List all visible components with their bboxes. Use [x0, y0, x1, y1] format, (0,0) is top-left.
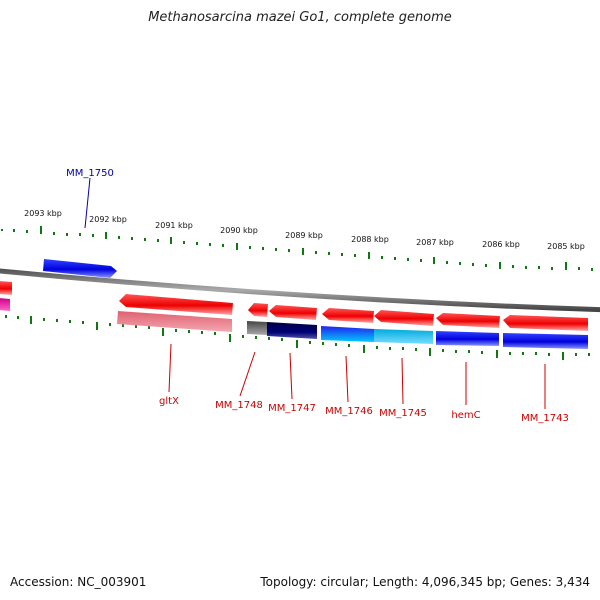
gene-MM_1746[interactable] [322, 308, 374, 323]
gene-fragment-left-red[interactable] [0, 281, 12, 295]
kbp-label-2088: 2088 kbp [351, 235, 389, 244]
kbp-label-2093: 2093 kbp [24, 209, 62, 218]
gene-fragment-left-magenta[interactable] [0, 298, 10, 311]
gene-label-MM_1745: MM_1745 [379, 408, 427, 419]
kbp-label-2085: 2085 kbp [547, 242, 585, 251]
kbp-label-2087: 2087 kbp [416, 238, 454, 247]
gene-label-MM_1750: MM_1750 [66, 168, 114, 179]
leader-MM_1748 [239, 351, 256, 397]
feature-MM_1747 [267, 322, 317, 339]
gene-label-gltX: gltX [159, 396, 179, 407]
gene-MM_1747[interactable] [269, 305, 317, 320]
genome-title: Methanosarcina mazei Go1, complete genom… [148, 10, 452, 25]
leader-MM_1745 [401, 357, 404, 405]
feature-MM_1748 [247, 321, 267, 335]
gene-label-MM_1743: MM_1743 [521, 413, 569, 424]
gene-label-MM_1746: MM_1746 [325, 406, 373, 417]
gene-label-MM_1747: MM_1747 [268, 403, 316, 414]
gene-label-hemC: hemC [451, 410, 480, 421]
feature-MM_1743 [503, 333, 588, 349]
gene-MM_1750[interactable] [43, 259, 117, 278]
kbp-label-2089: 2089 kbp [285, 231, 323, 240]
leader-MM_1750 [84, 177, 91, 229]
gene-hemC[interactable] [436, 313, 500, 328]
genome-backbone [0, 268, 600, 313]
gene-MM_1748[interactable] [248, 303, 268, 317]
leader-MM_1747 [289, 352, 293, 400]
kbp-label-2086: 2086 kbp [482, 240, 520, 249]
leader-gltX [168, 343, 172, 393]
accession-label: Accession: NC_003901 [10, 575, 147, 589]
bottom-scale-ticks [5, 315, 590, 360]
gene-label-MM_1748: MM_1748 [215, 400, 263, 411]
kbp-label-2091: 2091 kbp [155, 221, 193, 230]
kbp-label-2090: 2090 kbp [220, 226, 258, 235]
kbp-label-2092: 2092 kbp [89, 215, 127, 224]
genome-stats: Topology: circular; Length: 4,096,345 bp… [260, 575, 590, 589]
feature-MM_1745 [374, 329, 433, 344]
gene-gltX[interactable] [119, 294, 233, 315]
feature-hemC [436, 331, 499, 346]
leader-MM_1746 [345, 355, 349, 403]
gene-MM_1745[interactable] [374, 310, 434, 326]
gene-MM_1743[interactable] [503, 315, 588, 331]
top-scale-ticks [1, 226, 593, 271]
feature-MM_1746 [321, 326, 374, 342]
feature-gltX [117, 311, 232, 332]
